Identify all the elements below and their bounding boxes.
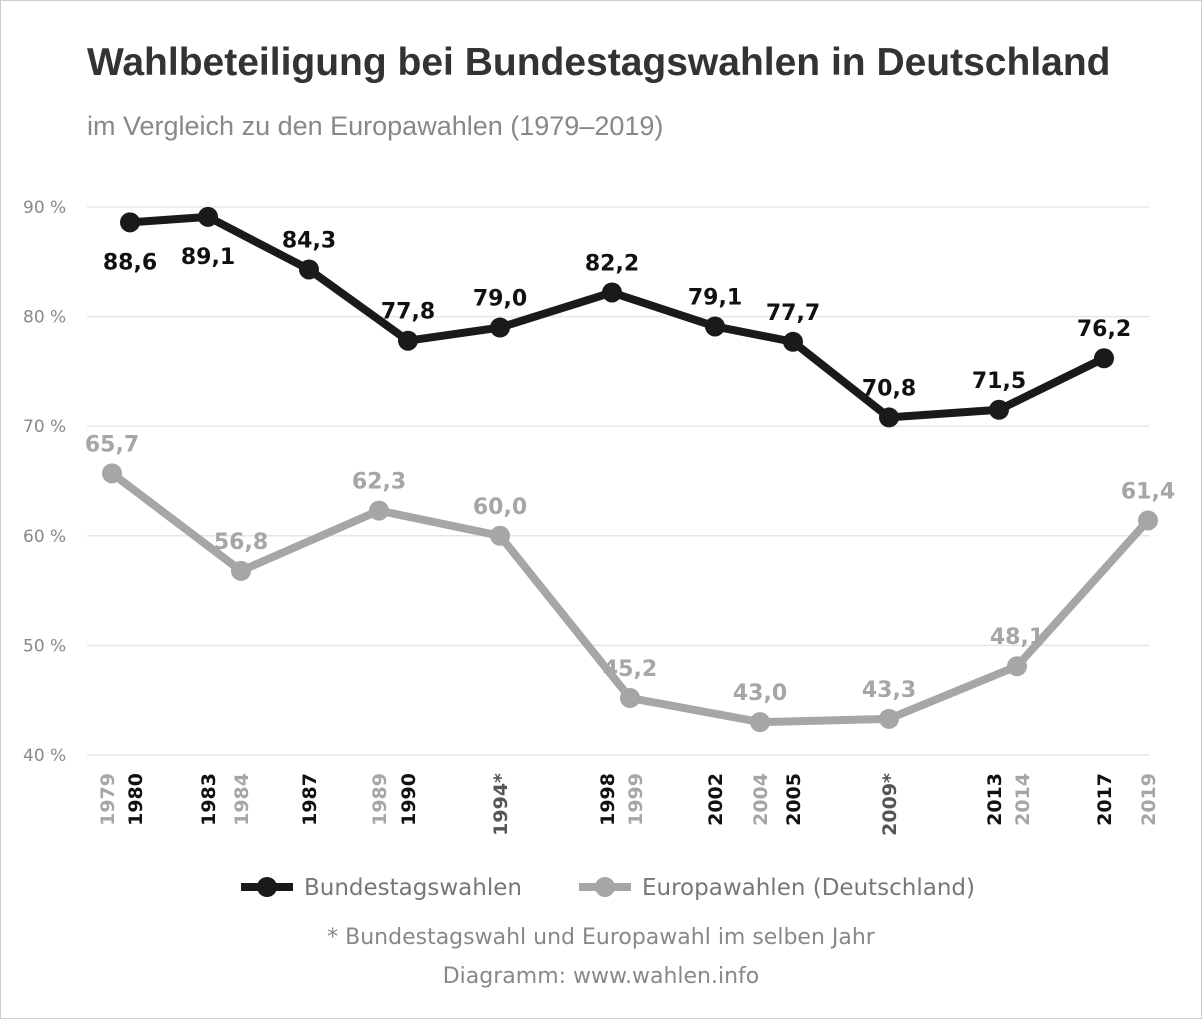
legend-label: Europawahlen (Deutschland) bbox=[642, 875, 975, 901]
x-tick-label: 2004 bbox=[750, 773, 772, 826]
data-point bbox=[299, 259, 319, 280]
y-tick-label: 90 % bbox=[23, 198, 66, 218]
chart-title: Wahlbeteiligung bei Bundestagswahlen in … bbox=[87, 41, 1111, 84]
data-label: 65,7 bbox=[85, 432, 139, 457]
data-point bbox=[705, 316, 725, 337]
data-label: 88,6 bbox=[103, 250, 157, 275]
data-label: 62,3 bbox=[352, 470, 406, 495]
data-label: 43,0 bbox=[733, 681, 787, 706]
data-label: 77,8 bbox=[381, 300, 435, 325]
data-point bbox=[120, 212, 140, 233]
x-tick-label: 2017 bbox=[1094, 773, 1116, 826]
data-point bbox=[1094, 348, 1114, 369]
x-tick-label: 1998 bbox=[597, 773, 619, 826]
x-tick-label: 2014 bbox=[1012, 773, 1034, 826]
legend-swatch-marker bbox=[595, 877, 615, 897]
y-tick-label: 70 % bbox=[23, 417, 66, 437]
data-label: 89,1 bbox=[181, 245, 235, 270]
x-tick-label: 1980 bbox=[125, 773, 147, 826]
data-point bbox=[1138, 510, 1158, 531]
x-tick-label: 1983 bbox=[198, 773, 220, 826]
data-label: 56,8 bbox=[214, 530, 268, 555]
data-point bbox=[620, 688, 640, 709]
x-tick-label: 1990 bbox=[398, 773, 420, 826]
x-tick-label: 1984 bbox=[231, 773, 253, 826]
source-credit: Diagramm: www.wahlen.info bbox=[442, 964, 760, 989]
x-tick-label: 1989 bbox=[369, 773, 391, 826]
y-tick-label: 40 % bbox=[23, 746, 66, 766]
x-tick-label: 2013 bbox=[984, 773, 1006, 826]
data-point bbox=[783, 331, 803, 352]
data-label: 84,3 bbox=[282, 228, 336, 253]
data-label: 82,2 bbox=[585, 251, 639, 276]
y-tick-label: 60 % bbox=[23, 527, 66, 547]
data-label: 77,7 bbox=[766, 301, 820, 326]
data-point bbox=[490, 317, 510, 338]
x-tick-label: 1987 bbox=[299, 773, 321, 826]
x-tick-label: 2002 bbox=[705, 773, 727, 826]
data-label: 71,5 bbox=[972, 369, 1026, 394]
data-point bbox=[879, 407, 899, 428]
data-point bbox=[198, 206, 218, 227]
data-point bbox=[398, 330, 418, 351]
data-label: 61,4 bbox=[1121, 479, 1175, 504]
data-point bbox=[750, 712, 770, 733]
data-label: 79,1 bbox=[688, 285, 742, 310]
y-tick-label: 50 % bbox=[23, 636, 66, 656]
data-label: 76,2 bbox=[1077, 317, 1131, 342]
data-point bbox=[490, 525, 510, 546]
x-tick-label: 2009* bbox=[879, 773, 901, 836]
data-label: 48,1 bbox=[990, 625, 1044, 650]
x-tick-label: 2005 bbox=[783, 773, 805, 826]
data-label: 45,2 bbox=[603, 657, 657, 682]
data-label: 79,0 bbox=[473, 287, 527, 312]
data-point bbox=[602, 282, 622, 303]
data-point bbox=[231, 560, 251, 581]
chart-subtitle: im Vergleich zu den Europawahlen (1979–2… bbox=[87, 111, 664, 141]
x-tick-label: 2019 bbox=[1138, 773, 1160, 826]
y-tick-label: 80 % bbox=[23, 308, 66, 328]
footnote: * Bundestagswahl und Europawahl im selbe… bbox=[327, 925, 875, 950]
legend-swatch-marker bbox=[257, 877, 277, 897]
data-point bbox=[1007, 656, 1027, 677]
data-point bbox=[989, 399, 1009, 420]
x-tick-label: 1979 bbox=[97, 773, 119, 826]
x-tick-label: 1994* bbox=[490, 773, 512, 836]
series-line-europawahlen bbox=[109, 470, 1151, 727]
x-tick-label: 1999 bbox=[625, 773, 647, 826]
data-point bbox=[369, 500, 389, 521]
data-label: 70,8 bbox=[862, 376, 916, 401]
legend-label: Bundestagswahlen bbox=[304, 875, 522, 901]
data-label: 43,3 bbox=[862, 678, 916, 703]
data-point bbox=[879, 708, 899, 729]
data-point bbox=[102, 463, 122, 484]
data-label: 60,0 bbox=[473, 495, 527, 520]
